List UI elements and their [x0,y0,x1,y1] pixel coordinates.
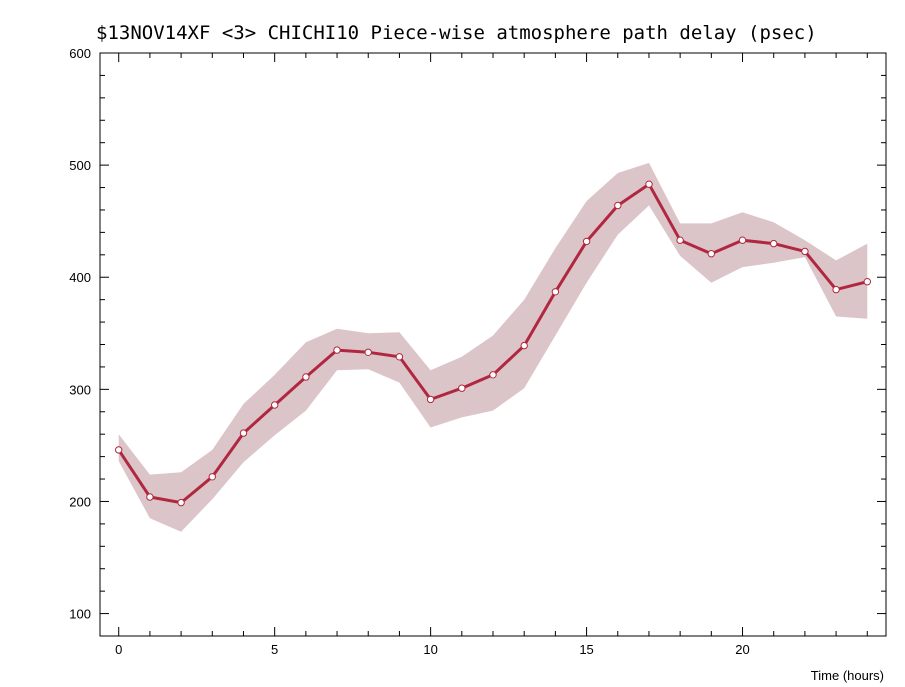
data-point [645,180,653,188]
data-point [146,493,154,501]
y-tick-label: 200 [69,494,91,509]
x-tick-label: 10 [423,642,437,657]
data-markers [115,180,871,507]
x-tick-label: 5 [271,642,278,657]
y-tick-label: 100 [69,607,91,622]
tick-labels: 0 5 10 15 20 100 200 300 400 500 600 [69,46,749,657]
data-point [458,384,466,392]
y-tick-label: 500 [69,158,91,173]
data-point [863,278,871,286]
data-point [770,239,778,248]
data-point [239,429,248,437]
data-point [707,250,715,258]
data-point [551,288,560,296]
data-point [426,395,435,404]
axis-ticks [100,52,886,636]
data-point [115,446,123,454]
data-point [614,201,622,210]
data-point [333,346,341,354]
data-point [832,285,840,294]
y-tick-label: 300 [69,382,91,397]
x-tick-label: 20 [735,642,749,657]
data-point [208,473,217,481]
data-point [177,498,185,507]
data-point [738,236,747,244]
data-point [271,401,279,409]
x-tick-label: 0 [115,642,122,657]
data-point [801,247,809,256]
data-point [520,341,528,350]
band-polygon [118,162,868,532]
data-point [302,373,310,381]
data-point [582,237,591,246]
chart-title: $13NOV14XF <3> CHICHI10 Piece-wise atmos… [96,22,817,44]
x-axis-label: Time (hours) [811,668,884,683]
data-point [676,236,684,244]
uncertainty-band [118,162,868,532]
y-tick-label: 600 [69,46,91,61]
y-tick-label: 400 [69,270,91,285]
data-point [364,348,372,356]
data-point [489,371,497,379]
data-point [395,353,404,361]
x-tick-label: 15 [579,642,593,657]
